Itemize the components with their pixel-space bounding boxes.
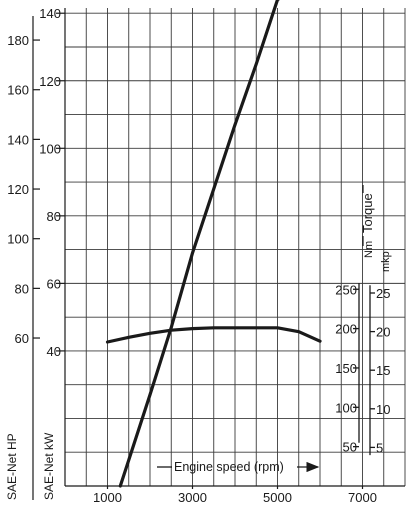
mkp-unit-label: mkp [380, 251, 392, 272]
x-axis-title: Engine speed (rpm) [174, 460, 284, 474]
kw-axis-title: SAE-Net kW [42, 432, 56, 500]
mkp-tick-label: 25 [376, 286, 390, 301]
x-tick-label: 1000 [93, 490, 122, 505]
mkp-tick-label: 15 [376, 363, 390, 378]
x-tick-label: 7000 [348, 490, 377, 505]
nm-unit-label: Nm [363, 241, 375, 258]
power-curve [118, 0, 281, 488]
kw-tick-label: 140 [39, 6, 61, 21]
axes: 40 60 80 100 120 140 60 80 100 120 140 160 180 1000 30… [7, 6, 390, 505]
hp-axis-title: SAE-Net HP [5, 433, 19, 500]
nm-tick-label: 150 [335, 361, 357, 376]
nm-tick-label: 100 [335, 400, 357, 415]
x-tick-label: 5000 [263, 490, 292, 505]
hp-tick-label: 120 [7, 182, 29, 197]
grid [65, 8, 406, 487]
torque-curve [105, 326, 322, 344]
kw-tick-label: 120 [39, 74, 61, 89]
hp-tick-label: 80 [15, 281, 29, 296]
hp-tick-label: 100 [7, 232, 29, 247]
kw-tick-label: 40 [47, 344, 61, 359]
nm-tick-label: 250 [335, 282, 357, 297]
torque-title: Torque [360, 193, 375, 233]
nm-tick-label: 50 [343, 440, 357, 455]
kw-tick-label: 60 [47, 276, 61, 291]
hp-tick-label: 160 [7, 83, 29, 98]
kw-tick-label: 80 [47, 209, 61, 224]
hp-tick-label: 140 [7, 132, 29, 147]
mkp-tick-label: 20 [376, 325, 390, 340]
kw-tick-label: 100 [39, 141, 61, 156]
hp-tick-label: 180 [7, 33, 29, 48]
mkp-tick-label: 5 [376, 440, 383, 455]
x-tick-label: 3000 [178, 490, 207, 505]
nm-tick-label: 200 [335, 322, 357, 337]
series [105, 0, 322, 488]
mkp-tick-label: 10 [376, 402, 390, 417]
hp-tick-label: 60 [15, 331, 29, 346]
